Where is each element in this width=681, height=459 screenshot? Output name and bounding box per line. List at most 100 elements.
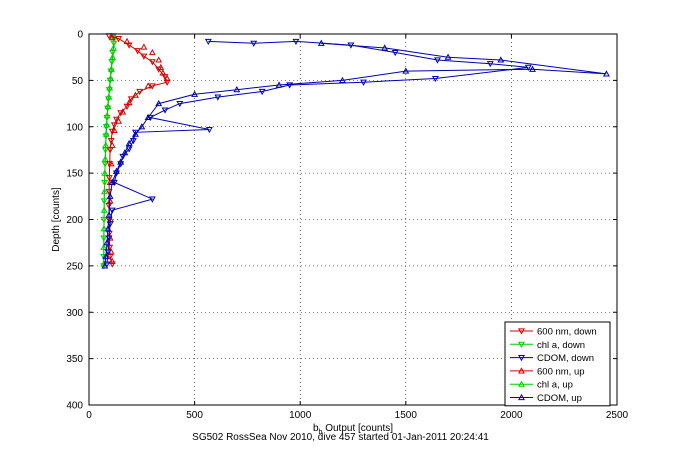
- data-point: [107, 138, 115, 145]
- data-point: [107, 65, 115, 72]
- data-point: [529, 65, 536, 72]
- data-point: [101, 262, 109, 269]
- y-tick-label: 350: [66, 354, 83, 365]
- x-axis-label-rest: Output [counts]: [322, 423, 393, 434]
- y-tick-label: 100: [66, 122, 83, 133]
- data-point: [121, 149, 129, 156]
- data-point: [119, 108, 127, 115]
- data-point: [132, 130, 139, 137]
- data-point: [132, 91, 139, 98]
- x-tick-label: 0: [86, 410, 92, 421]
- data-point: [108, 257, 116, 264]
- x-tick-label: 1000: [289, 410, 312, 421]
- data-point: [148, 59, 156, 66]
- data-point: [140, 53, 148, 60]
- legend-label: CDOM, up: [537, 393, 582, 404]
- data-point: [102, 141, 110, 148]
- data-point: [104, 102, 112, 109]
- y-tick-label: 0: [77, 30, 83, 41]
- data-point: [161, 107, 169, 114]
- legend-marker: [518, 367, 525, 374]
- data-point: [381, 44, 389, 51]
- legend-marker: [518, 393, 525, 401]
- data-point: [110, 122, 118, 129]
- data-point: [102, 252, 110, 260]
- x-tick-label: 500: [186, 410, 203, 421]
- data-point: [107, 160, 115, 167]
- grid-lines: [89, 34, 617, 405]
- data-point: [108, 128, 116, 136]
- legend-label: 600 nm, up: [537, 366, 585, 377]
- data-point: [286, 82, 294, 89]
- y-tick-label: 50: [72, 76, 84, 87]
- data-point: [148, 83, 156, 90]
- data-point: [106, 161, 114, 168]
- data-point: [191, 90, 199, 97]
- data-point: [115, 36, 123, 43]
- data-point: [524, 64, 532, 72]
- data-point: [105, 93, 113, 100]
- series-600-nm-up: [106, 34, 171, 264]
- legend-box: [504, 321, 611, 407]
- data-point: [602, 70, 610, 77]
- data-point: [106, 84, 114, 91]
- data-point: [103, 121, 111, 128]
- data-point: [125, 146, 133, 153]
- data-point: [110, 179, 118, 187]
- data-point: [204, 38, 212, 46]
- y-tick-label: 250: [66, 261, 83, 272]
- data-point: [159, 69, 167, 76]
- y-tick-label: 400: [66, 401, 83, 412]
- data-point: [155, 99, 163, 107]
- data-point: [233, 86, 241, 93]
- legend-marker: [518, 380, 525, 387]
- data-point: [107, 74, 114, 82]
- data-point: [117, 158, 125, 165]
- data-series-layer: [100, 33, 610, 270]
- y-tick-label: 150: [66, 169, 83, 180]
- data-point: [103, 111, 111, 119]
- data-point: [155, 56, 163, 63]
- data-point: [104, 225, 112, 232]
- data-point: [140, 43, 148, 50]
- data-point: [434, 57, 441, 64]
- data-point: [125, 99, 133, 106]
- x-axis-label: bb Output [counts]: [313, 423, 393, 436]
- data-point: [317, 39, 325, 46]
- series-cdom-up: [101, 39, 610, 269]
- data-point: [106, 192, 114, 199]
- data-point: [100, 188, 108, 195]
- data-point: [486, 61, 494, 68]
- series-600-nm-down: [105, 33, 171, 268]
- axis-ticks: 0 500 1000 1500 2000 2500 0 50 100 150 200 250 300 35…: [66, 30, 628, 422]
- data-point: [117, 110, 125, 117]
- data-point: [123, 37, 131, 44]
- series-cdom-down: [103, 38, 532, 268]
- legend-marker: [518, 341, 525, 348]
- data-point: [100, 243, 108, 250]
- figure-caption: SG502 RossSea Nov 2010, dive 457 started…: [192, 432, 489, 443]
- legend-marker: [518, 355, 525, 362]
- data-point: [402, 67, 410, 74]
- data-point: [157, 63, 165, 70]
- data-point: [144, 82, 152, 89]
- series-line: [103, 36, 115, 264]
- x-tick-label: 2500: [606, 410, 629, 421]
- series-line: [104, 42, 607, 266]
- data-point: [115, 117, 123, 124]
- data-point: [110, 126, 118, 134]
- data-point: [391, 49, 399, 57]
- data-point: [108, 141, 116, 148]
- legend: 600 nm, down chl a, down CDOM, down 600 nm,…: [504, 321, 611, 407]
- data-point: [275, 81, 283, 88]
- data-point: [125, 139, 133, 147]
- data-point: [136, 88, 144, 96]
- data-point: [113, 167, 120, 174]
- legend-label: CDOM, down: [537, 353, 594, 364]
- data-point: [292, 38, 300, 46]
- data-point: [101, 169, 109, 176]
- series-chl-a-up: [100, 33, 118, 267]
- legend-label: chl a, up: [537, 380, 573, 391]
